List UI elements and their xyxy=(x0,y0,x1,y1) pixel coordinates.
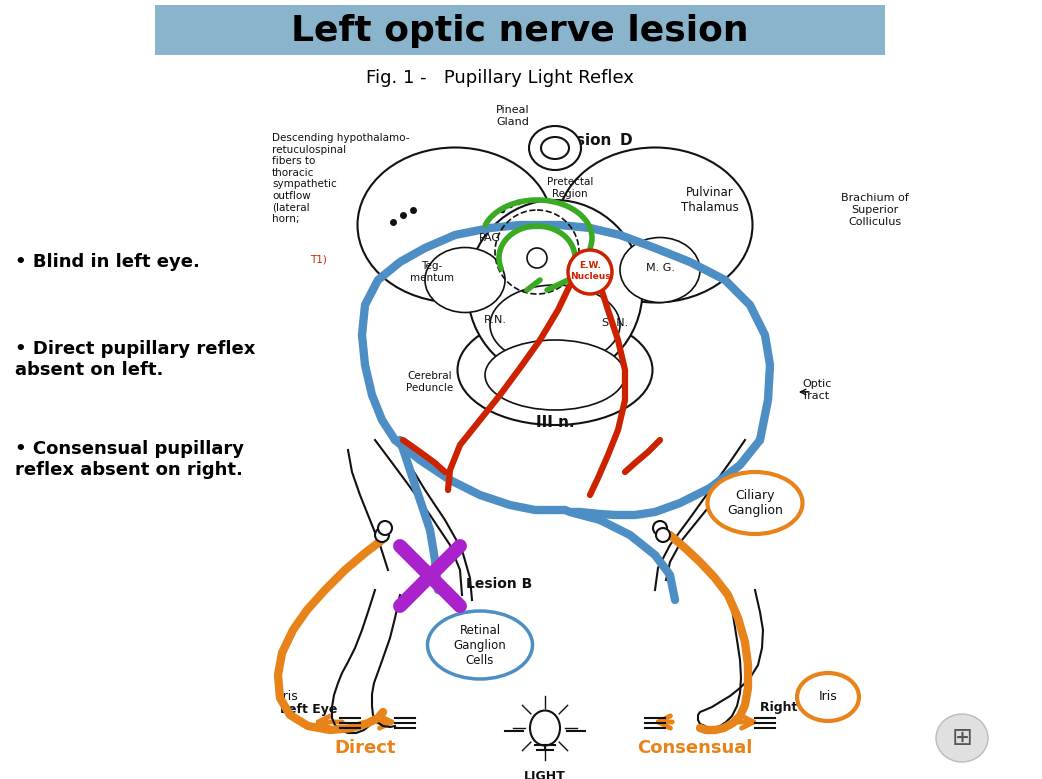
Circle shape xyxy=(656,528,670,542)
Ellipse shape xyxy=(468,200,643,380)
Text: R.N.: R.N. xyxy=(483,315,506,325)
Ellipse shape xyxy=(529,126,581,170)
Text: Teg-
mentum: Teg- mentum xyxy=(410,261,454,283)
Text: T1): T1) xyxy=(311,255,327,265)
Ellipse shape xyxy=(485,340,625,410)
Text: M. G.: M. G. xyxy=(645,263,674,273)
Text: PAG: PAG xyxy=(479,233,501,243)
Circle shape xyxy=(527,248,547,268)
Text: Cerebral
Peduncle: Cerebral Peduncle xyxy=(406,372,453,393)
Text: Pineal
Gland: Pineal Gland xyxy=(496,105,529,127)
Text: Iris: Iris xyxy=(280,690,299,703)
Text: Fig. 1 -   Pupillary Light Reflex: Fig. 1 - Pupillary Light Reflex xyxy=(366,69,634,87)
Ellipse shape xyxy=(490,285,620,365)
Text: Ciliary
Ganglion: Ciliary Ganglion xyxy=(727,489,783,517)
Text: E.W.
Nucleus: E.W. Nucleus xyxy=(570,261,611,280)
Text: Optic
Tract: Optic Tract xyxy=(802,379,832,401)
Text: LIGHT
ON: LIGHT ON xyxy=(524,770,566,779)
Circle shape xyxy=(378,521,392,535)
Ellipse shape xyxy=(541,137,569,159)
Ellipse shape xyxy=(425,248,505,312)
Circle shape xyxy=(375,528,389,542)
Text: ⊞: ⊞ xyxy=(951,726,972,750)
Text: Descending hypothalamo-
retuculospinal
fibers to
thoracic
sympathetic
outflow
(l: Descending hypothalamo- retuculospinal f… xyxy=(272,133,410,224)
Text: Brachium of
Superior
Colliculus: Brachium of Superior Colliculus xyxy=(841,193,909,227)
Text: • Blind in left eye.: • Blind in left eye. xyxy=(15,253,200,271)
Text: S. N.: S. N. xyxy=(602,318,628,328)
Ellipse shape xyxy=(708,472,802,534)
Circle shape xyxy=(568,250,612,294)
Circle shape xyxy=(653,521,667,535)
Text: Right Eye: Right Eye xyxy=(760,700,827,714)
Text: Left Eye: Left Eye xyxy=(280,703,338,717)
FancyBboxPatch shape xyxy=(155,5,885,55)
Text: D: D xyxy=(620,132,632,147)
Ellipse shape xyxy=(530,710,560,746)
Ellipse shape xyxy=(357,147,552,302)
Text: Iris: Iris xyxy=(819,690,838,703)
Text: Retinal
Ganglion
Cells: Retinal Ganglion Cells xyxy=(453,623,506,667)
Text: Lesion B: Lesion B xyxy=(466,577,532,591)
Ellipse shape xyxy=(797,673,859,721)
Text: Left optic nerve lesion: Left optic nerve lesion xyxy=(291,14,749,48)
Text: Consensual: Consensual xyxy=(638,739,752,757)
Ellipse shape xyxy=(427,611,532,679)
Text: Lesion: Lesion xyxy=(556,132,617,147)
Ellipse shape xyxy=(620,238,700,302)
Text: • Consensual pupillary
reflex absent on right.: • Consensual pupillary reflex absent on … xyxy=(15,440,244,479)
Text: • Direct pupillary reflex
absent on left.: • Direct pupillary reflex absent on left… xyxy=(15,340,255,379)
Text: Direct: Direct xyxy=(334,739,396,757)
Ellipse shape xyxy=(936,714,988,762)
Ellipse shape xyxy=(557,147,752,302)
Text: Pretectal
Region: Pretectal Region xyxy=(547,177,593,199)
Text: Pulvinar
Thalamus: Pulvinar Thalamus xyxy=(681,186,739,214)
Text: III n.: III n. xyxy=(536,414,574,429)
Ellipse shape xyxy=(457,315,652,425)
